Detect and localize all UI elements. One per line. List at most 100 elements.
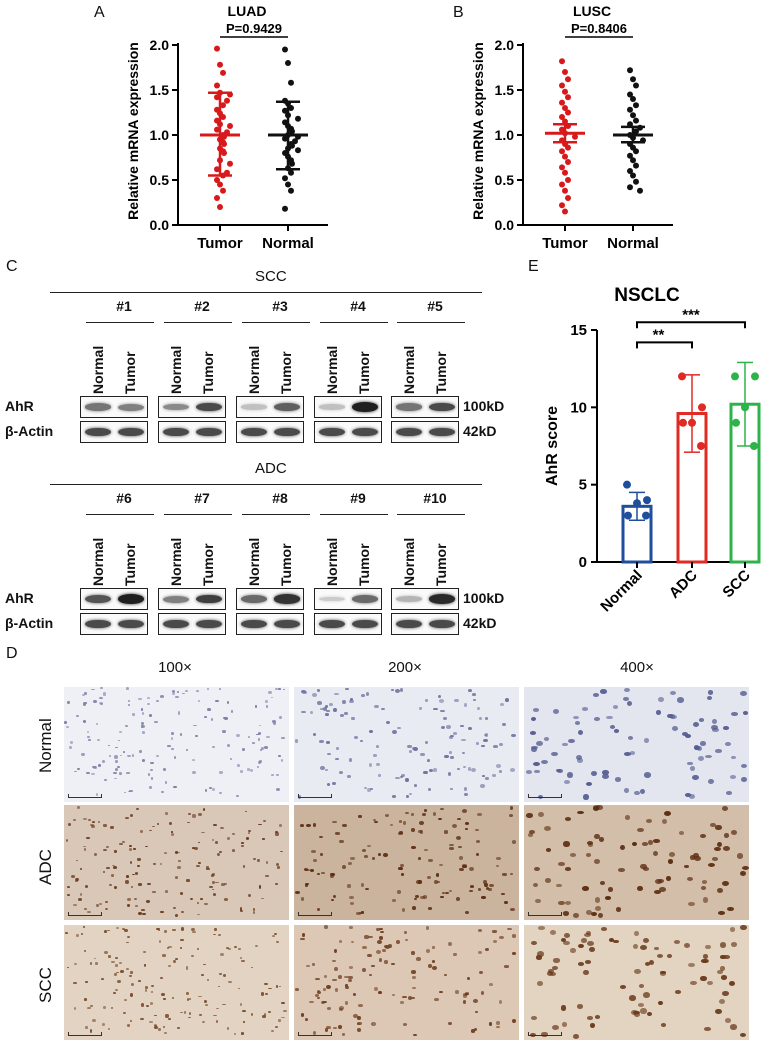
significance-label-scc: *** — [682, 306, 700, 323]
ihc-nucleus — [213, 1014, 217, 1017]
ihc-nucleus — [371, 857, 375, 861]
ihc-nucleus — [488, 883, 494, 888]
ihc-nucleus — [739, 1033, 746, 1037]
ihc-nucleus — [198, 1014, 203, 1016]
ihc-nucleus — [632, 1010, 640, 1015]
ihc-nucleus — [247, 832, 251, 835]
ihc-nucleus — [319, 835, 323, 839]
ihc-nucleus — [96, 904, 99, 908]
ihc-nucleus — [730, 829, 738, 836]
wb-lane-label: Tumor — [278, 543, 294, 586]
ihc-nucleus — [529, 730, 536, 735]
ihc-nucleus — [123, 751, 126, 754]
ihc-nucleus — [115, 926, 120, 930]
ihc-nucleus — [633, 930, 640, 936]
ihc-nucleus — [168, 821, 173, 825]
ihc-nucleus — [693, 852, 699, 858]
ihc-nucleus — [114, 767, 118, 771]
ihc-nucleus — [154, 1026, 158, 1030]
ihc-nucleus — [338, 770, 344, 774]
ihc-nucleus — [364, 855, 368, 859]
ihc-nucleus — [85, 771, 90, 775]
ihc-nucleus — [179, 732, 182, 737]
ihc-nucleus — [423, 770, 428, 775]
ihc-nucleus — [206, 978, 209, 981]
ihc-nucleus — [477, 813, 483, 816]
ihc-nucleus — [637, 1003, 644, 1008]
ihc-nucleus — [83, 720, 87, 723]
ihc-nucleus — [612, 939, 619, 944]
ihc-nucleus — [462, 751, 466, 755]
ihc-nucleus — [141, 1003, 145, 1007]
ihc-nucleus — [551, 1025, 559, 1031]
ihc-nucleus — [110, 826, 114, 829]
ihc-nucleus — [123, 791, 127, 794]
ihc-nucleus — [257, 761, 261, 765]
ihc-nucleus — [731, 942, 738, 948]
ihc-nucleus — [260, 992, 264, 996]
ihc-nucleus — [192, 814, 196, 818]
ihc-nucleus — [317, 701, 322, 706]
wb-band — [274, 619, 300, 629]
ihc-nucleus — [372, 818, 376, 822]
wb-band — [274, 403, 300, 411]
ihc-nucleus — [614, 777, 622, 782]
ihc-nucleus — [654, 946, 660, 951]
ihc-nucleus — [536, 951, 544, 957]
ihc-nucleus — [305, 1017, 309, 1021]
ihc-nucleus — [220, 826, 225, 830]
ihc-nucleus — [226, 1026, 230, 1031]
ihc-nucleus — [214, 928, 217, 931]
ihc-nucleus — [380, 930, 384, 933]
ihc-nucleus — [353, 1013, 358, 1018]
ihc-nucleus — [589, 946, 595, 953]
ihc-nucleus — [390, 688, 394, 692]
ihc-nucleus — [159, 911, 164, 913]
ihc-nucleus — [480, 991, 484, 996]
ihc-nucleus — [217, 985, 221, 988]
ihc-nucleus — [156, 754, 159, 758]
ihc-nucleus — [107, 744, 111, 746]
ihc-nucleus — [126, 904, 130, 907]
ihc-nucleus — [647, 1011, 653, 1016]
ihc-nucleus — [257, 859, 260, 862]
ihc-nucleus — [563, 841, 570, 847]
ihc-nucleus — [469, 867, 475, 872]
ihc-nucleus — [300, 896, 305, 901]
ihc-nucleus — [258, 885, 262, 889]
ihc-nucleus — [418, 829, 423, 834]
wb-lane-label: Normal — [246, 537, 262, 586]
ihc-nucleus — [694, 855, 702, 862]
ihc-nucleus — [511, 733, 517, 737]
ihc-nucleus — [300, 711, 306, 714]
wb-sample-label: #2 — [194, 298, 210, 314]
data-point — [221, 150, 227, 156]
ihc-nucleus — [154, 721, 158, 724]
ihc-nucleus — [316, 872, 320, 876]
data-point — [751, 372, 759, 381]
wb-lane-label: Tumor — [122, 543, 138, 586]
wb-sample-underline — [86, 514, 154, 515]
ihc-nucleus — [361, 849, 367, 853]
ihc-nucleus — [77, 767, 81, 771]
wb-band — [163, 403, 189, 411]
ihc-nucleus — [462, 864, 467, 869]
ihc-row-label-normal: Normal — [36, 718, 55, 773]
ihc-nucleus — [90, 1005, 93, 1008]
data-point — [698, 403, 706, 412]
ihc-nucleus — [83, 702, 86, 706]
wb-band — [196, 402, 222, 412]
ihc-nucleus — [655, 710, 662, 716]
ihc-nucleus — [408, 792, 413, 796]
ihc-nucleus — [152, 891, 156, 893]
ihc-nucleus — [450, 734, 454, 737]
ihc-nucleus — [197, 913, 201, 916]
ihc-nucleus — [496, 764, 501, 768]
ihc-nucleus — [265, 705, 268, 708]
ihc-nucleus — [492, 930, 497, 933]
ihc-nucleus — [720, 975, 727, 980]
ihc-nucleus — [311, 850, 317, 853]
ihc-nucleus — [654, 889, 662, 894]
ihc-nucleus — [82, 694, 85, 697]
ihc-nucleus — [670, 691, 677, 696]
